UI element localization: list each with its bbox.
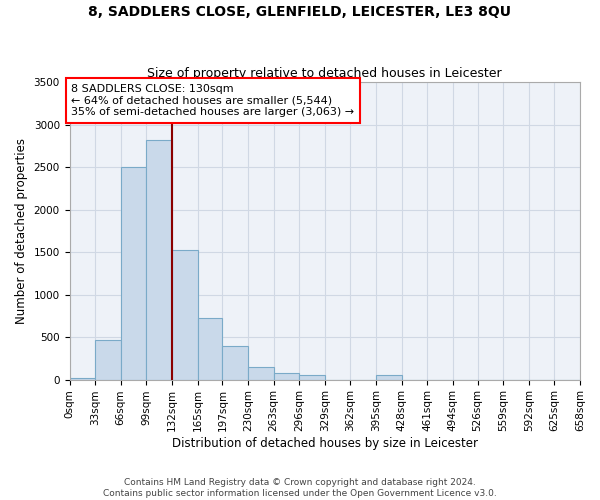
Bar xyxy=(299,375,325,380)
Bar xyxy=(146,140,172,380)
Title: Size of property relative to detached houses in Leicester: Size of property relative to detached ho… xyxy=(148,66,502,80)
Bar xyxy=(172,250,197,380)
Y-axis label: Number of detached properties: Number of detached properties xyxy=(15,138,28,324)
Text: 8, SADDLERS CLOSE, GLENFIELD, LEICESTER, LE3 8QU: 8, SADDLERS CLOSE, GLENFIELD, LEICESTER,… xyxy=(89,5,511,19)
X-axis label: Distribution of detached houses by size in Leicester: Distribution of detached houses by size … xyxy=(172,437,478,450)
Text: 8 SADDLERS CLOSE: 130sqm
← 64% of detached houses are smaller (5,544)
35% of sem: 8 SADDLERS CLOSE: 130sqm ← 64% of detach… xyxy=(71,84,354,117)
Bar xyxy=(121,167,146,380)
Bar xyxy=(248,367,274,380)
Bar xyxy=(95,340,121,380)
Bar xyxy=(70,378,95,380)
Bar xyxy=(274,373,299,380)
Bar xyxy=(197,318,223,380)
Bar xyxy=(376,376,401,380)
Bar xyxy=(223,346,248,380)
Text: Contains HM Land Registry data © Crown copyright and database right 2024.
Contai: Contains HM Land Registry data © Crown c… xyxy=(103,478,497,498)
